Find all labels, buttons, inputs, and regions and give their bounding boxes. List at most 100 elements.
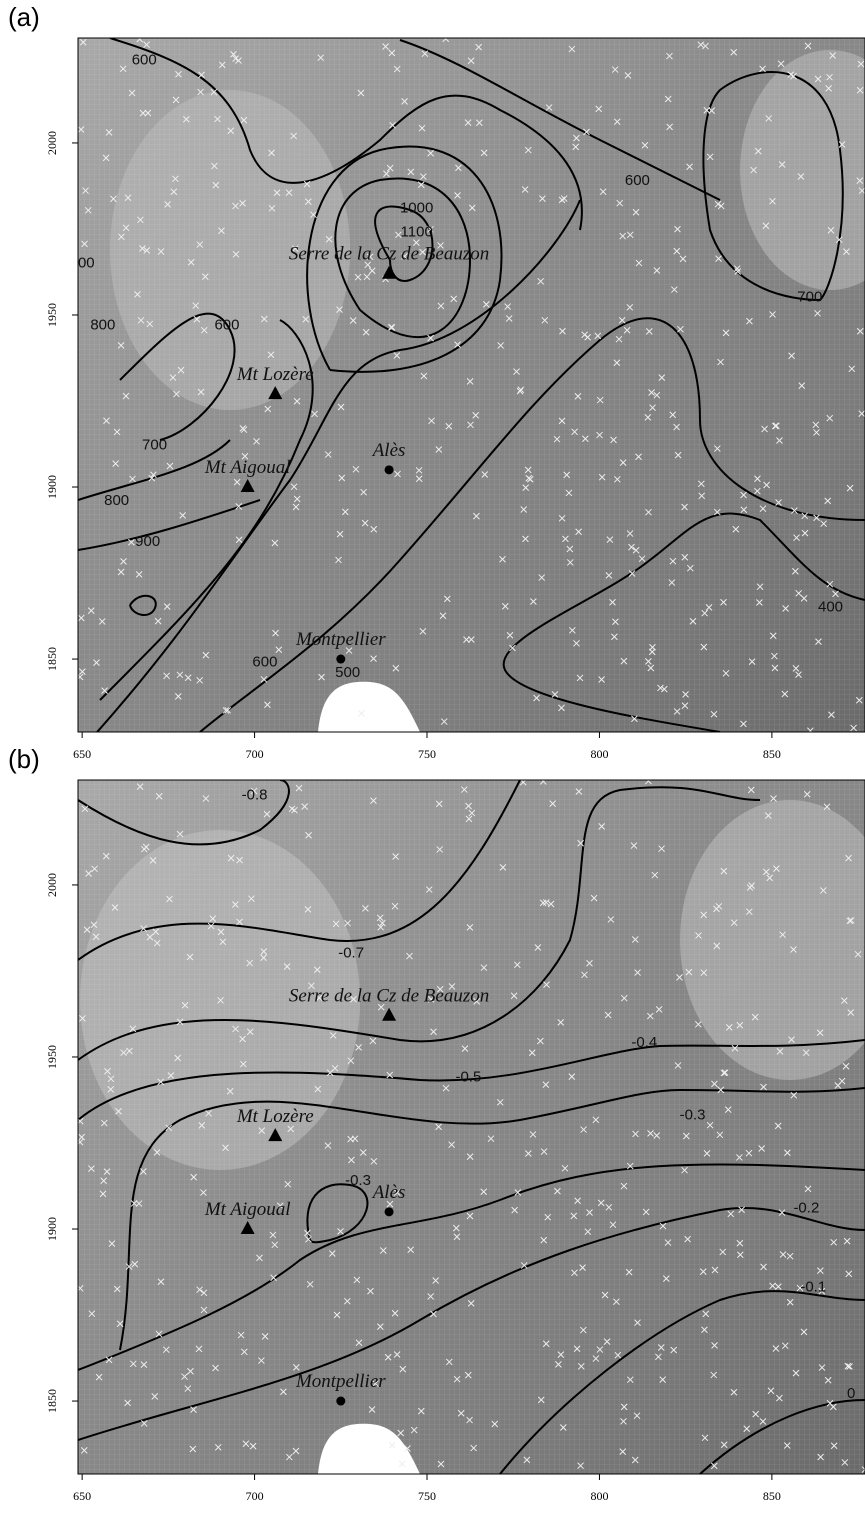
place-name: Montpellier (295, 1371, 386, 1392)
station (562, 535, 569, 543)
station (391, 1309, 399, 1317)
station (81, 805, 89, 813)
station (626, 303, 634, 311)
station (197, 388, 205, 396)
station (856, 327, 864, 335)
station (632, 546, 640, 554)
station (551, 690, 559, 698)
station (80, 1447, 88, 1454)
station (197, 88, 204, 96)
station (460, 786, 468, 793)
station (701, 609, 709, 617)
station (344, 919, 351, 927)
station (222, 1144, 229, 1152)
station (681, 1166, 688, 1174)
station (232, 1025, 239, 1033)
station (308, 982, 315, 990)
station (676, 974, 683, 981)
station (235, 57, 242, 64)
station (791, 507, 798, 514)
station (773, 865, 780, 873)
station (285, 1453, 293, 1461)
station (157, 1078, 165, 1086)
station (596, 431, 603, 439)
station (154, 617, 162, 625)
city-marker (384, 465, 394, 475)
station (368, 1406, 376, 1413)
station (455, 164, 462, 172)
station (722, 329, 730, 337)
y-tick-label: 1950 (45, 1045, 59, 1069)
station (419, 173, 427, 180)
station (638, 555, 646, 563)
station (727, 1210, 735, 1218)
station (442, 38, 450, 43)
station (761, 425, 768, 433)
station (105, 1356, 113, 1364)
station (202, 651, 210, 659)
station (82, 187, 89, 194)
station (410, 1426, 418, 1434)
station (612, 618, 619, 626)
station (475, 119, 483, 127)
place-name: Mt Lozère (236, 1106, 314, 1127)
station (710, 710, 718, 718)
station (105, 129, 113, 136)
station (584, 1228, 592, 1236)
station (260, 954, 267, 962)
station (442, 1084, 450, 1092)
station (263, 810, 271, 818)
station (292, 1364, 300, 1371)
station (817, 1453, 824, 1461)
station (615, 335, 623, 343)
station (703, 1150, 711, 1157)
place-name: Mt Aigoual (204, 1199, 291, 1220)
station (362, 328, 370, 336)
station (461, 1045, 469, 1053)
station (148, 474, 156, 482)
station (784, 1149, 791, 1157)
station (355, 1339, 363, 1347)
station (417, 1407, 425, 1415)
peak-marker (382, 265, 397, 279)
station (472, 411, 480, 419)
station (144, 109, 152, 117)
station (336, 306, 343, 314)
panel-label: (b) (8, 744, 40, 774)
station (628, 543, 635, 551)
station (540, 1236, 548, 1244)
station (443, 595, 451, 603)
station (590, 894, 598, 902)
station (439, 612, 447, 620)
station (468, 204, 476, 212)
station (237, 1331, 245, 1339)
city-marker (336, 654, 346, 664)
station (764, 812, 772, 819)
station (273, 189, 281, 197)
station (762, 222, 770, 230)
map-b (78, 780, 865, 1474)
station (554, 1187, 561, 1195)
peak-marker (240, 479, 255, 493)
station (448, 983, 456, 990)
station (427, 225, 434, 233)
station (292, 1447, 300, 1455)
station (525, 1150, 532, 1157)
station (232, 901, 239, 908)
station (311, 410, 318, 418)
station (384, 1353, 392, 1361)
station (227, 127, 235, 135)
station (359, 1149, 367, 1156)
station (239, 1035, 246, 1043)
station (549, 800, 557, 808)
station (163, 672, 170, 680)
station (174, 693, 182, 700)
station (164, 200, 171, 208)
station (428, 417, 435, 425)
station (103, 417, 110, 425)
station (235, 503, 243, 510)
station (576, 674, 584, 682)
place-name: Mt Lozère (236, 364, 314, 385)
station (182, 115, 190, 123)
station (167, 1072, 175, 1079)
